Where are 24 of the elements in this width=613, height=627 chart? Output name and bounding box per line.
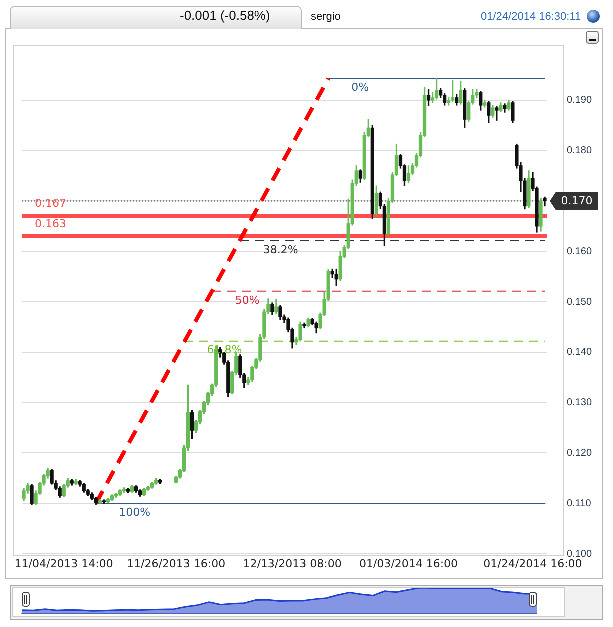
ref-line-label: 0.170 [561, 194, 593, 208]
ref-line-label: 0.167 [35, 197, 66, 210]
series-label: 100% [119, 506, 151, 519]
text: 01/24/2014 16:30:11 [481, 11, 582, 24]
y-tick-label: 0.130 [567, 398, 592, 409]
text: sergio [311, 11, 341, 24]
y-tick-label: 0.190 [567, 95, 592, 106]
series-label: 50% [235, 294, 260, 307]
y-tick-label: 0.110 [567, 498, 592, 510]
y-tick-label: 0.180 [567, 146, 592, 157]
text: -0.001 (-0.58%) [180, 8, 270, 24]
x-tick-label: 12/13/2013 08:00 [243, 557, 342, 570]
y-tick-label: 0.120 [567, 448, 592, 459]
series-label: 38.2% [263, 243, 298, 256]
x-tick-label: 01/24/2014 16:00 [484, 557, 582, 570]
y-tick-label: 0.150 [567, 296, 592, 308]
y-tick-label: 0.100 [567, 548, 592, 560]
ref-line-label: 0.163 [35, 217, 66, 230]
series-label: 0% [352, 81, 370, 94]
x-tick-label: 01/03/2014 16:00 [359, 557, 458, 570]
x-tick-label: 11/26/2013 16:00 [126, 557, 226, 570]
y-tick-label: 0.160 [567, 246, 592, 258]
x-tick-label: 11/04/2013 14:00 [14, 557, 114, 570]
y-tick-label: 0.140 [567, 347, 592, 358]
